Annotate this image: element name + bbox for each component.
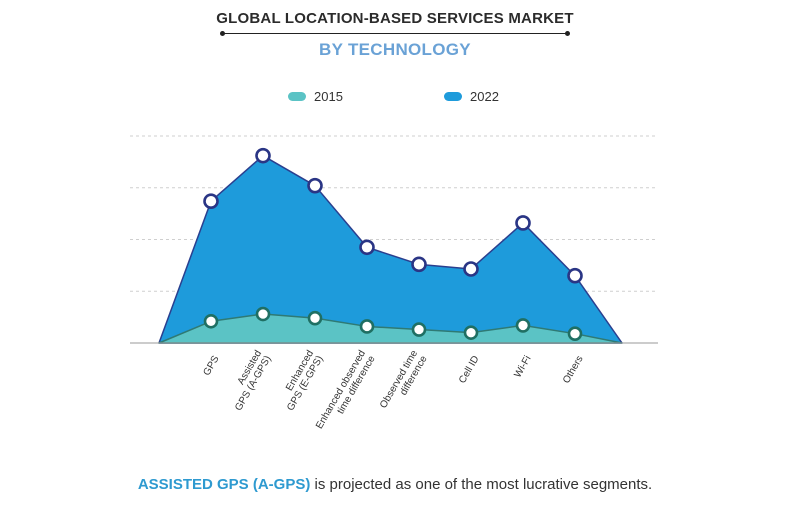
- point-2015-3: [307, 310, 323, 326]
- point-2022-8: [567, 267, 583, 284]
- legend-swatch-2022: [444, 91, 462, 101]
- point-2015-6: [463, 325, 479, 340]
- point-2015-4: [359, 319, 375, 334]
- point-2022-6: [463, 261, 479, 277]
- point-2022-5: [411, 256, 427, 273]
- x-tick-label-line: Others: [561, 354, 586, 385]
- x-tick-label-line: GPS: [202, 354, 222, 378]
- point-2022-1: [203, 193, 219, 210]
- caption-text: is projected as one of the most lucrativ…: [310, 476, 653, 493]
- legend-swatch-2015: [288, 91, 306, 101]
- point-2015-1: [203, 313, 219, 329]
- x-tick-label-5: Observed timedifference: [378, 348, 430, 416]
- chart-subtitle: BY TECHNOLOGY: [319, 40, 471, 59]
- point-2015-5: [411, 322, 427, 337]
- x-tick-label-1: GPS: [202, 354, 222, 378]
- x-tick-label-line: Wi-Fi: [512, 354, 533, 380]
- point-2022-4: [359, 239, 375, 256]
- x-tick-label-6: Cell ID: [457, 354, 482, 385]
- x-tick-label-3: EnhancedGPS (E-GPS): [276, 349, 326, 413]
- chart-caption: ASSISTED GPS (A-GPS) is projected as one…: [0, 476, 790, 493]
- point-2015-8: [567, 326, 583, 341]
- area-chart: GPS AssistedGPS (A-GPS) EnhancedGPS (E-GPS…: [130, 135, 658, 431]
- title-divider: [220, 31, 570, 36]
- legend-label-2022: 2022: [470, 88, 499, 104]
- point-2015-7: [515, 318, 531, 333]
- chart-title: GLOBAL LOCATION-BASED SERVICES MARKET: [216, 10, 574, 27]
- x-tick-label-8: Others: [561, 354, 586, 385]
- x-tick-label-7: Wi-Fi: [512, 354, 533, 380]
- x-tick-label-line: Cell ID: [457, 354, 482, 385]
- x-tick-label-2: AssistedGPS (A-GPS): [224, 349, 274, 413]
- point-2022-7: [515, 215, 531, 231]
- legend-item-2015: 2015: [288, 88, 343, 104]
- divider-dot-right: [565, 31, 570, 36]
- caption-highlight: ASSISTED GPS (A-GPS): [137, 476, 311, 493]
- legend-item-2022: 2022: [444, 88, 499, 104]
- point-2015-2: [255, 306, 271, 322]
- divider-dot-left: [220, 31, 225, 36]
- point-2022-2: [255, 147, 271, 164]
- area-2022: [158, 154, 623, 344]
- legend-label-2015: 2015: [314, 88, 343, 104]
- point-2022-3: [307, 177, 323, 194]
